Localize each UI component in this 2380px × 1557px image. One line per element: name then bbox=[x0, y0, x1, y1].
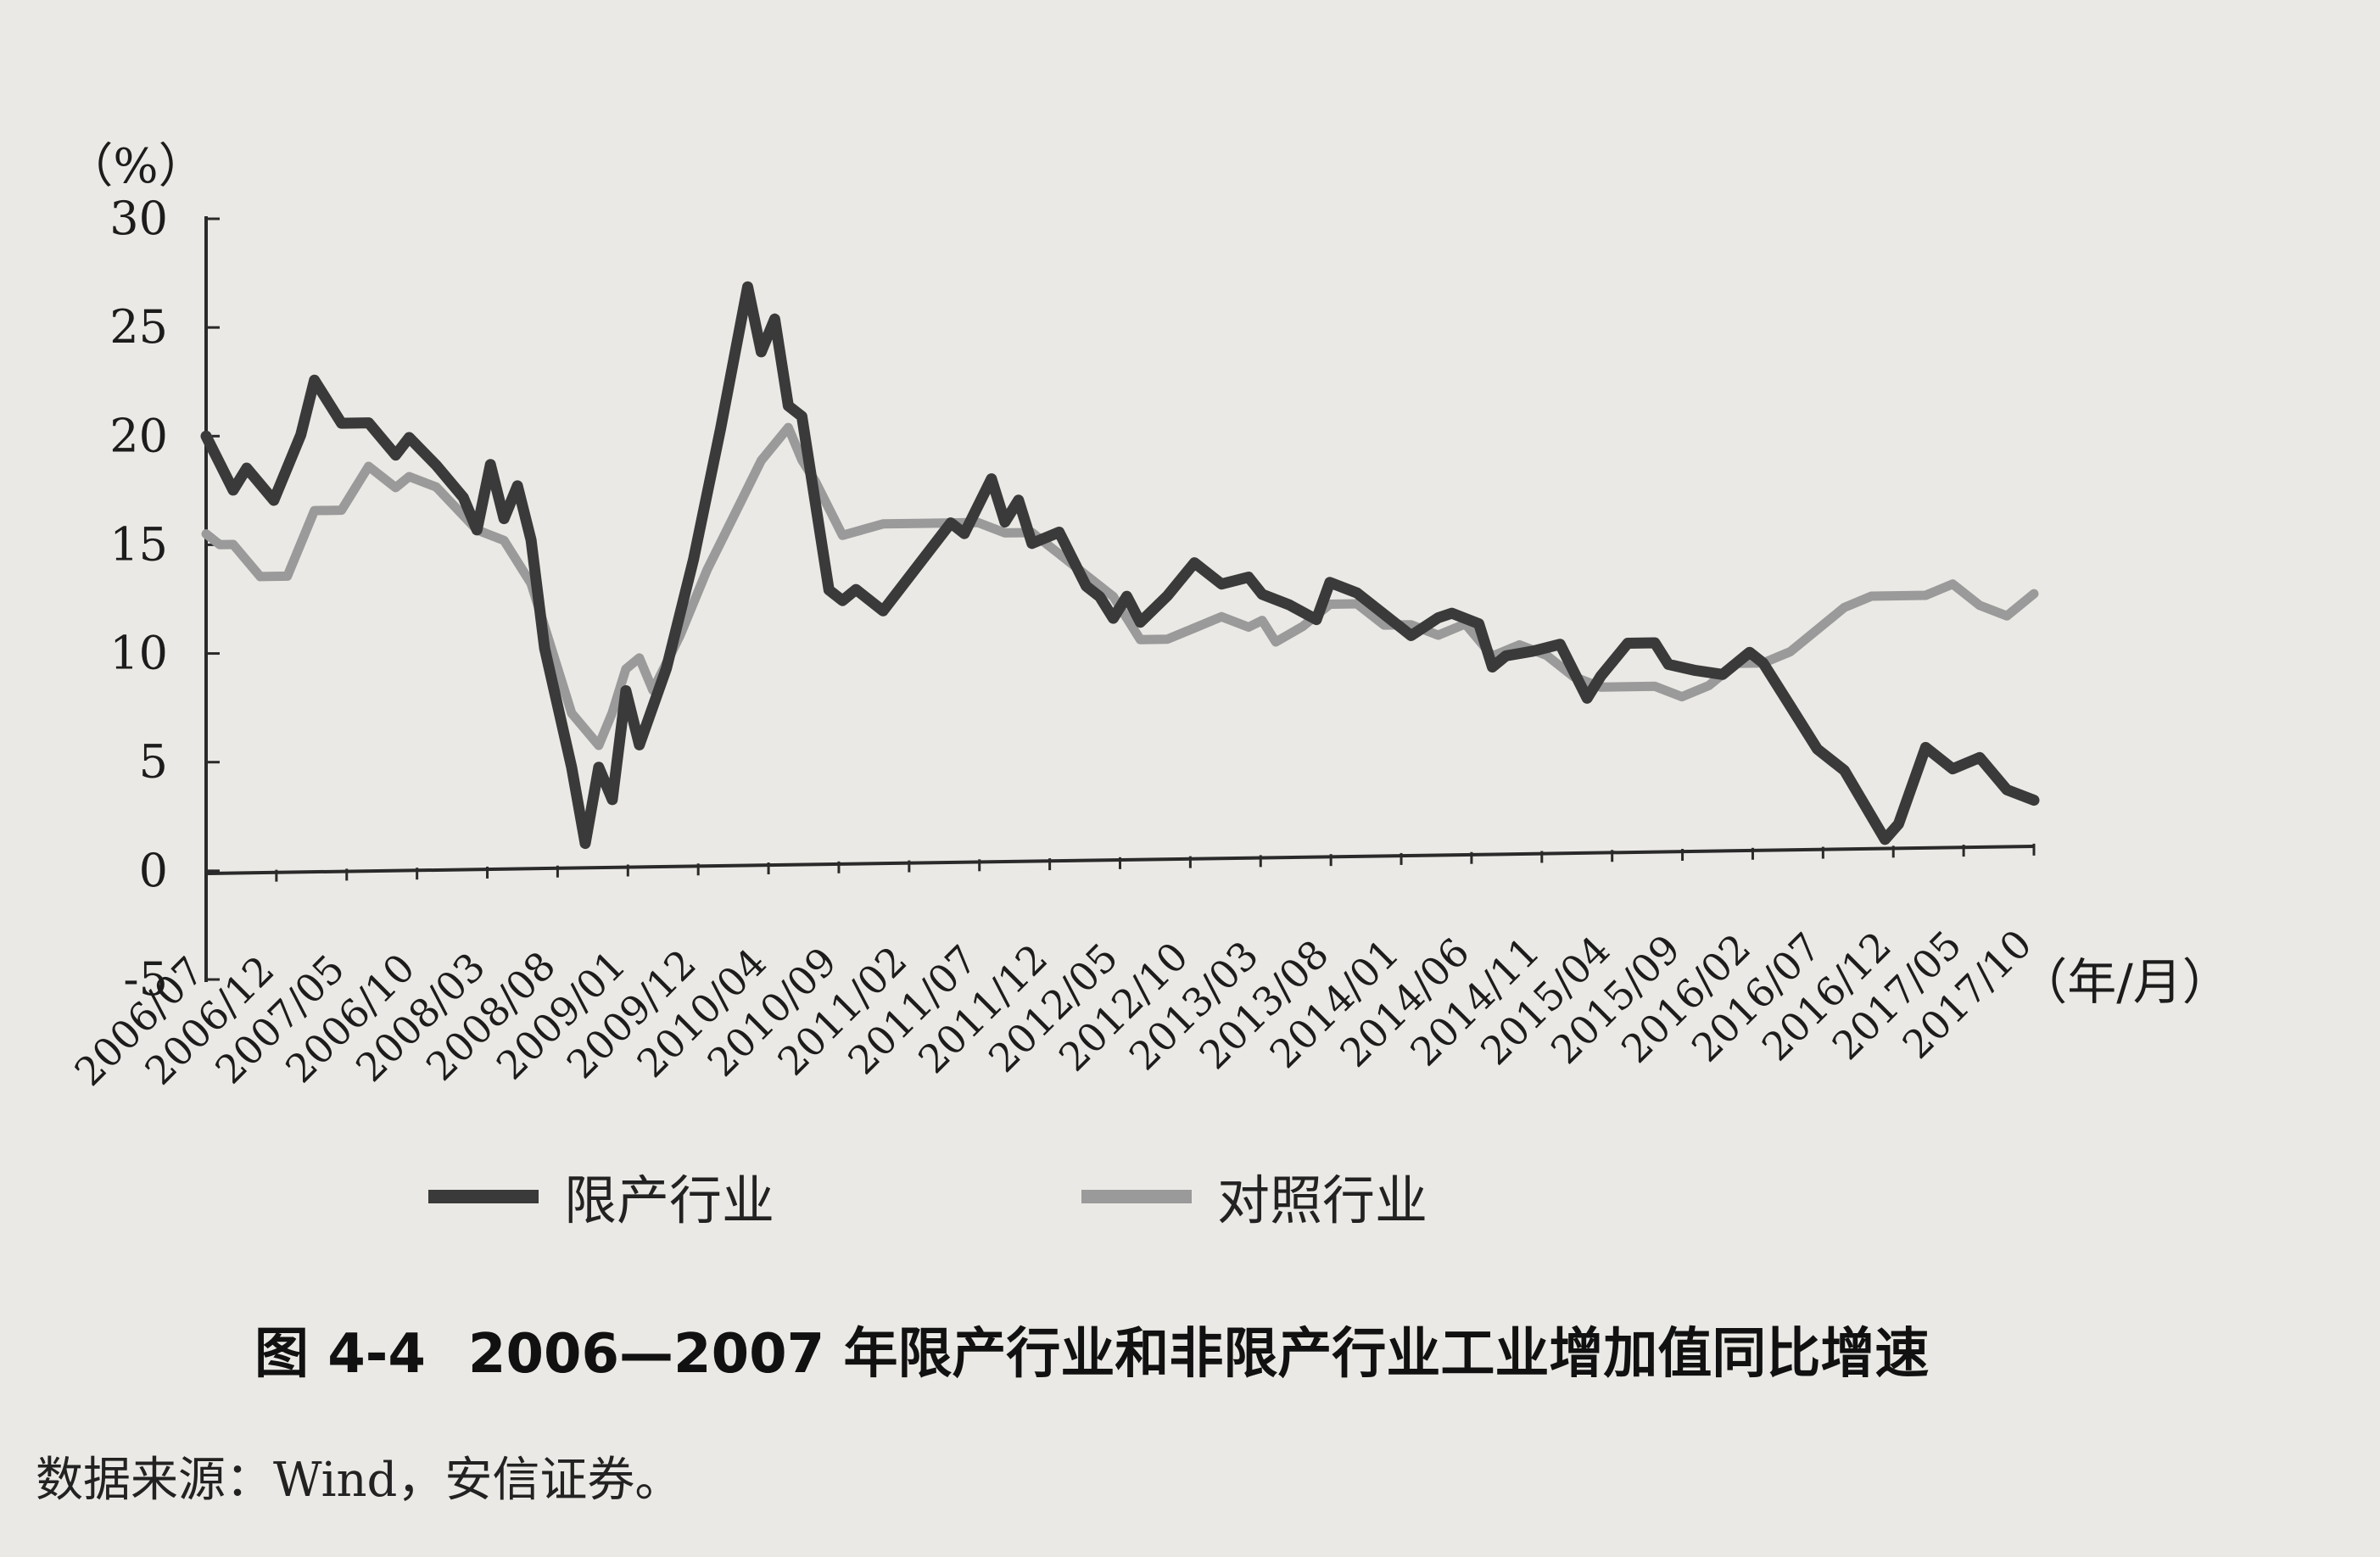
figure-title: 2006—2007 年限产行业和非限产行业工业增加值同比增速 bbox=[467, 1323, 1930, 1386]
x-tick-group: 2006/072006/122007/052006/102008/032008/… bbox=[65, 843, 2041, 1095]
y-tick-group: -5 0 5 10 15 20 25 30 bbox=[109, 192, 220, 1006]
data-source-note: 数据来源：Wind，安信证券。 bbox=[36, 1453, 683, 1508]
legend-label-restricted: 限产行业 bbox=[564, 1169, 775, 1231]
y-tick-label: 10 bbox=[109, 627, 168, 680]
legend-swatch-control bbox=[1081, 1190, 1192, 1203]
y-tick-label: -5 bbox=[123, 952, 168, 1006]
series-group bbox=[200, 281, 2040, 850]
legend-label-control: 对照行业 bbox=[1217, 1169, 1428, 1231]
x-unit-label: （年/月） bbox=[2018, 953, 2232, 1011]
series-line-restricted bbox=[200, 281, 2040, 850]
y-tick-label: 30 bbox=[109, 192, 168, 245]
series-line-control bbox=[201, 422, 2039, 751]
y-unit-label: （%） bbox=[65, 139, 205, 194]
y-tick-label: 25 bbox=[109, 300, 168, 354]
y-tick-label: 5 bbox=[139, 735, 168, 789]
figure-number: 图 4-4 bbox=[254, 1323, 426, 1386]
y-tick-label: 0 bbox=[139, 844, 168, 897]
legend-swatch-restricted bbox=[428, 1190, 539, 1203]
y-tick-label: 15 bbox=[109, 517, 168, 571]
figure-caption: 图 4-4 2006—2007 年限产行业和非限产行业工业增加值同比增速 bbox=[254, 1310, 1929, 1388]
y-tick-label: 20 bbox=[109, 409, 168, 462]
